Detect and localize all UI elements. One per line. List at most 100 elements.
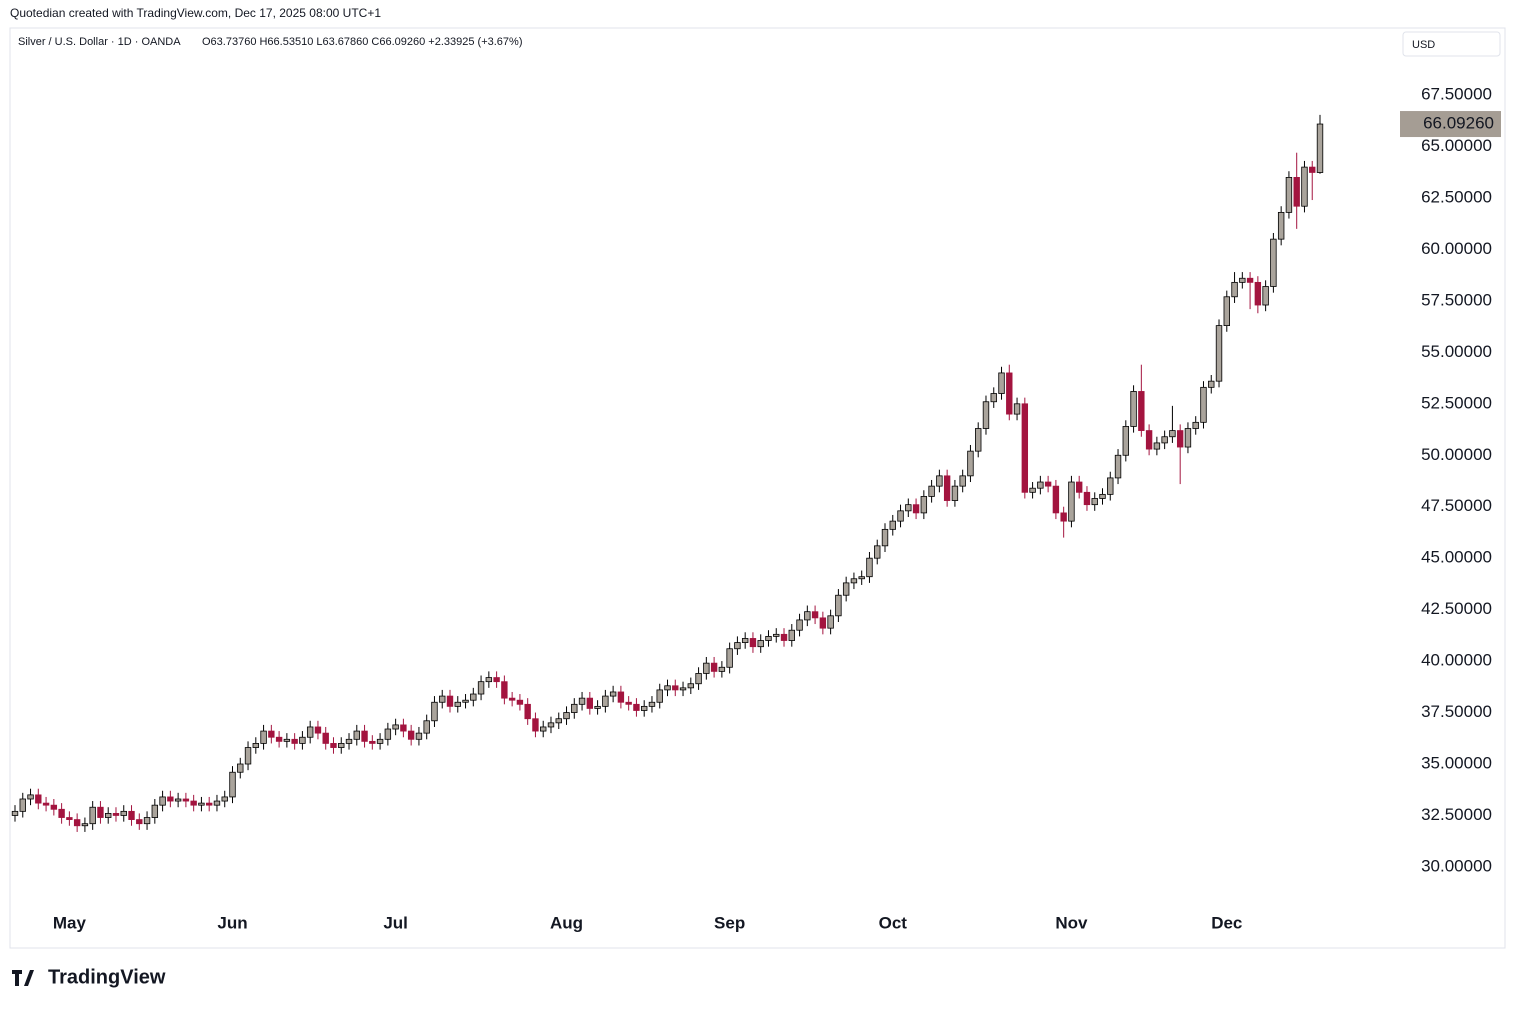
candle-body [1309, 166, 1316, 173]
candle-body [1270, 238, 1277, 287]
candle-body [967, 450, 974, 477]
candle-body [345, 738, 353, 744]
logo: TradingView [12, 966, 166, 988]
candle-body [990, 393, 997, 403]
candle-body [151, 804, 159, 818]
candle-body [633, 703, 640, 711]
candle-body [19, 798, 26, 812]
candle-body [268, 730, 275, 738]
candle-body [656, 689, 663, 703]
y-tick-label: 62.50000 [1421, 187, 1492, 206]
candle-body [376, 738, 384, 744]
candle-body [602, 695, 609, 707]
candle-body [625, 701, 632, 705]
ohlc-legend: O63.73760 H66.53510 L63.67860 C66.09260 … [202, 36, 523, 48]
candle-body [1091, 498, 1098, 506]
candle-body [540, 726, 547, 732]
candle-body [741, 638, 749, 643]
candle-body [431, 701, 438, 722]
candle-body [97, 806, 104, 818]
candle-body [1013, 403, 1021, 415]
candle-body [928, 485, 935, 497]
candle-body [1122, 426, 1130, 456]
candle-body [811, 611, 819, 619]
last-price-box [1400, 111, 1501, 138]
candle-body [299, 736, 306, 744]
candle-body [780, 633, 788, 641]
currency[interactable]: USD [1412, 39, 1435, 51]
candle-body [796, 619, 803, 631]
candle-body [1192, 421, 1199, 429]
candle-body [773, 633, 780, 637]
candle-body [703, 662, 710, 674]
candle-body [850, 578, 858, 584]
y-tick-label: 67.50000 [1421, 85, 1492, 104]
y-tick-label: 42.50000 [1421, 599, 1492, 618]
candle-body [58, 808, 65, 818]
candle-body [765, 635, 772, 641]
candle-body [1161, 436, 1168, 444]
candle-body [555, 718, 562, 724]
candle-body [936, 475, 943, 487]
candle-body [1052, 485, 1060, 514]
candle-body [874, 545, 881, 559]
candle-body [842, 582, 850, 596]
candle-body [1029, 487, 1036, 493]
candle-body [143, 817, 151, 825]
candle-body [213, 800, 221, 806]
candle-body [982, 401, 990, 429]
y-tick-label: 57.50000 [1421, 290, 1492, 309]
candle-body [27, 794, 34, 800]
candle-body [423, 720, 430, 734]
candle-body [609, 691, 617, 697]
candle-body [237, 763, 244, 773]
candle-body [11, 810, 19, 816]
candle-body [407, 730, 415, 740]
candle-body [66, 817, 73, 820]
candle-body [835, 594, 842, 617]
candle-body [1239, 277, 1246, 283]
currency-box[interactable] [1402, 31, 1501, 57]
candle-body [757, 640, 764, 648]
candle-body [1006, 372, 1013, 415]
candle-body [594, 705, 601, 709]
y-tick-label: 30.00000 [1421, 856, 1492, 875]
candle-body [1153, 442, 1161, 450]
x-tick-label: Jul [383, 913, 408, 932]
candle-body [462, 699, 469, 703]
candle-body [1293, 177, 1300, 207]
y-tick-label: 55.00000 [1421, 342, 1492, 361]
candle-body [726, 648, 733, 668]
candle-body [1208, 380, 1215, 388]
candle-body [1301, 166, 1308, 207]
candle-body [1075, 481, 1083, 493]
candle-body [306, 726, 314, 738]
candle-body [260, 730, 267, 744]
candle-body [858, 576, 865, 580]
candle-body [252, 743, 260, 748]
candle-body [128, 810, 135, 820]
candle-body [35, 794, 42, 804]
candle-body [369, 740, 376, 744]
candle-body [1021, 403, 1029, 493]
candle-body [516, 699, 524, 705]
y-tick-label: 37.50000 [1421, 702, 1492, 721]
candle-body [710, 662, 718, 672]
candle-body [485, 677, 493, 683]
candle-body [951, 485, 959, 501]
candle-body [454, 701, 461, 707]
candle-body [1277, 211, 1285, 240]
candle-body [1060, 512, 1067, 522]
candle-body [477, 681, 485, 695]
candle-body [174, 798, 182, 802]
candle-body [384, 728, 392, 740]
x-tick-label: Jun [217, 913, 247, 932]
candle-body [1262, 286, 1269, 306]
candle-body [943, 475, 951, 501]
candle-body [734, 642, 741, 650]
candle-body [881, 528, 889, 547]
candle-body [1037, 481, 1044, 489]
candle-body [1107, 477, 1114, 495]
candle-body [338, 743, 345, 748]
